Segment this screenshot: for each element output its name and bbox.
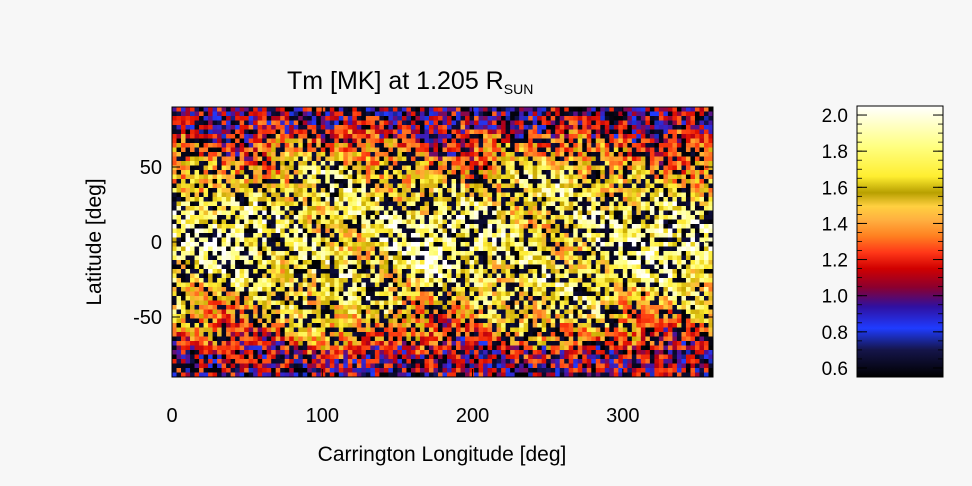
colorbar-tick-label: 1.4	[822, 214, 849, 235]
chart-title: Tm [MK] at 1.205 RSUN	[287, 67, 533, 97]
colorbar-tick-label: 2.0	[822, 106, 848, 127]
colorbar-tick-label: 0.8	[822, 323, 848, 344]
colorbar-tick-label: 1.0	[822, 287, 848, 308]
colorbar	[856, 105, 944, 378]
x-tick-label: 300	[606, 405, 639, 427]
x-tick-label: 0	[166, 405, 177, 427]
x-axis: 0 100 200 300	[166, 107, 640, 427]
heatmap-image	[172, 107, 714, 378]
y-tick-label: 50	[140, 157, 162, 179]
colorbar-tick-label: 1.6	[822, 178, 848, 199]
colorbar-tick-label: 1.8	[822, 142, 848, 163]
y-tick-label: 0	[151, 232, 162, 254]
x-tick-label: 100	[306, 405, 339, 427]
x-tick-label: 200	[456, 405, 489, 427]
colorbar-axis: 0.6 0.8 1.0 1.2 1.4 1.6 1.8 2.0	[822, 106, 943, 380]
colorbar-tick-label: 1.2	[822, 251, 848, 272]
x-axis-label: Carrington Longitude [deg]	[318, 443, 567, 466]
y-tick-label: -50	[133, 307, 162, 329]
y-axis-label: Latitude [deg]	[83, 178, 106, 305]
colorbar-tick-label: 0.6	[822, 359, 848, 380]
y-axis: -50 0 50	[133, 157, 713, 329]
